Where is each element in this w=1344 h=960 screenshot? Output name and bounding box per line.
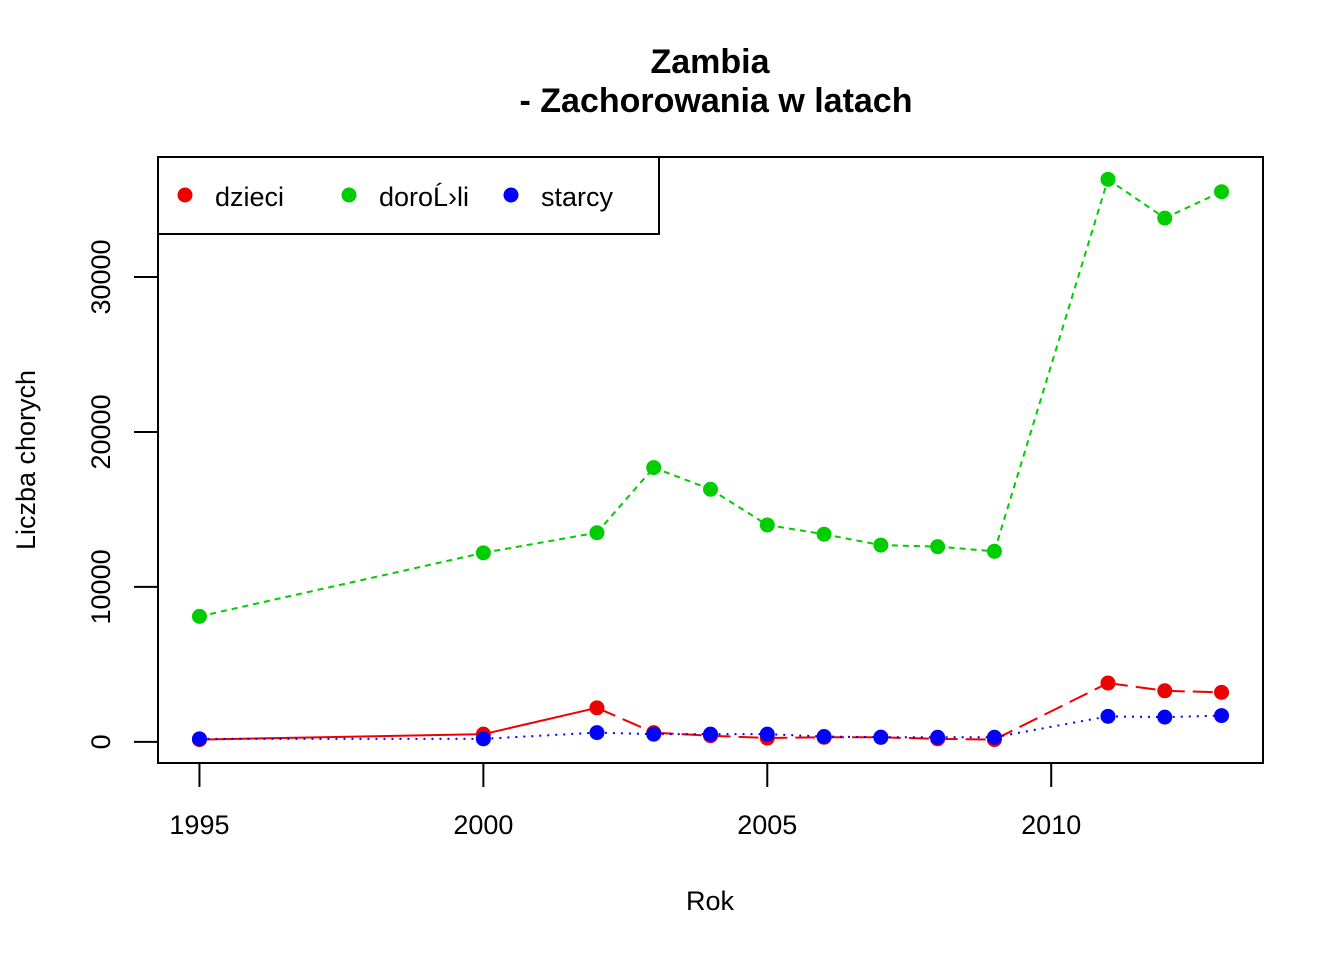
series-segment <box>199 551 484 618</box>
legend-label: doroĹ›li <box>379 182 469 212</box>
series-segment <box>994 715 1109 739</box>
data-point <box>1100 171 1116 187</box>
legend-label: starcy <box>541 182 614 212</box>
series-starcy <box>191 708 1230 747</box>
data-point <box>873 537 889 553</box>
x-axis-label: Rok <box>686 886 735 916</box>
series-segment <box>993 682 1109 741</box>
x-tick-label: 1995 <box>169 810 229 840</box>
data-point <box>191 608 207 624</box>
data-point <box>1157 709 1173 725</box>
x-tick-label: 2000 <box>453 810 513 840</box>
y-axis-label: Liczba chorych <box>11 370 41 550</box>
data-point <box>986 729 1002 745</box>
series-segment <box>993 179 1109 552</box>
y-tick-label: 0 <box>86 734 116 749</box>
chart-title-line1: Zambia <box>650 43 770 81</box>
series-segment <box>653 731 711 737</box>
series-segment <box>767 736 825 740</box>
x-axis: 1995 2000 2005 2010 <box>169 762 1081 840</box>
data-point <box>703 726 718 742</box>
series-segment <box>823 533 882 547</box>
data-point <box>1214 684 1230 700</box>
data-point <box>930 539 946 555</box>
plot-frame <box>157 156 1264 764</box>
data-point <box>873 729 889 745</box>
series-segment <box>824 735 881 739</box>
data-point <box>1157 683 1173 699</box>
data-point <box>475 545 491 561</box>
y-axis: 0 10000 20000 30000 <box>86 239 159 749</box>
data-point <box>589 700 605 716</box>
series-segment <box>483 731 597 740</box>
series-segment <box>596 706 655 734</box>
chart-title-line2: - Zachorowania w latach <box>520 82 913 120</box>
series-segment <box>880 544 938 548</box>
series-layer <box>191 171 1230 748</box>
series-segment <box>596 731 654 736</box>
series-segment <box>710 734 768 740</box>
data-point <box>1157 210 1173 226</box>
x-tick-label: 2005 <box>737 810 797 840</box>
data-point <box>475 731 491 747</box>
y-tick-label: 30000 <box>86 239 116 314</box>
data-point <box>986 543 1002 559</box>
series-segment <box>596 466 655 534</box>
series-segment <box>1164 714 1222 719</box>
data-point <box>930 729 946 745</box>
data-point <box>1100 708 1116 724</box>
series-doroĹ›li <box>191 171 1230 624</box>
series-segment <box>709 488 768 526</box>
series-segment <box>767 523 825 536</box>
series-segment <box>1107 178 1166 219</box>
data-point <box>703 481 718 497</box>
legend-label: dzieci <box>215 182 284 212</box>
data-point <box>646 460 662 476</box>
legend-marker <box>503 187 519 203</box>
data-point <box>759 726 775 742</box>
data-point <box>1214 708 1230 724</box>
series-segment <box>483 531 598 554</box>
series-segment <box>1164 190 1222 219</box>
series-segment <box>767 733 825 738</box>
data-point <box>191 731 207 747</box>
data-point <box>1214 184 1230 200</box>
data-point <box>759 517 775 533</box>
legend-marker <box>341 187 357 203</box>
series-segment <box>199 733 484 741</box>
legend: dzieci doroĹ›li starcy <box>157 156 660 235</box>
series-segment <box>937 737 995 741</box>
series-segment <box>937 545 995 553</box>
data-point <box>589 525 605 541</box>
data-point <box>816 526 832 542</box>
x-tick-label: 2010 <box>1021 810 1081 840</box>
legend-box <box>157 156 660 235</box>
data-point <box>589 725 605 741</box>
series-segment <box>1107 682 1165 692</box>
series-segment <box>1107 715 1165 719</box>
series-segment <box>653 466 711 491</box>
y-tick-label: 20000 <box>86 394 116 469</box>
series-segment <box>1164 689 1222 694</box>
y-tick-label: 10000 <box>86 549 116 624</box>
data-point <box>1100 675 1116 691</box>
data-point <box>816 728 832 744</box>
legend-marker <box>177 187 193 203</box>
series-segment <box>483 706 598 736</box>
data-point <box>646 726 662 742</box>
